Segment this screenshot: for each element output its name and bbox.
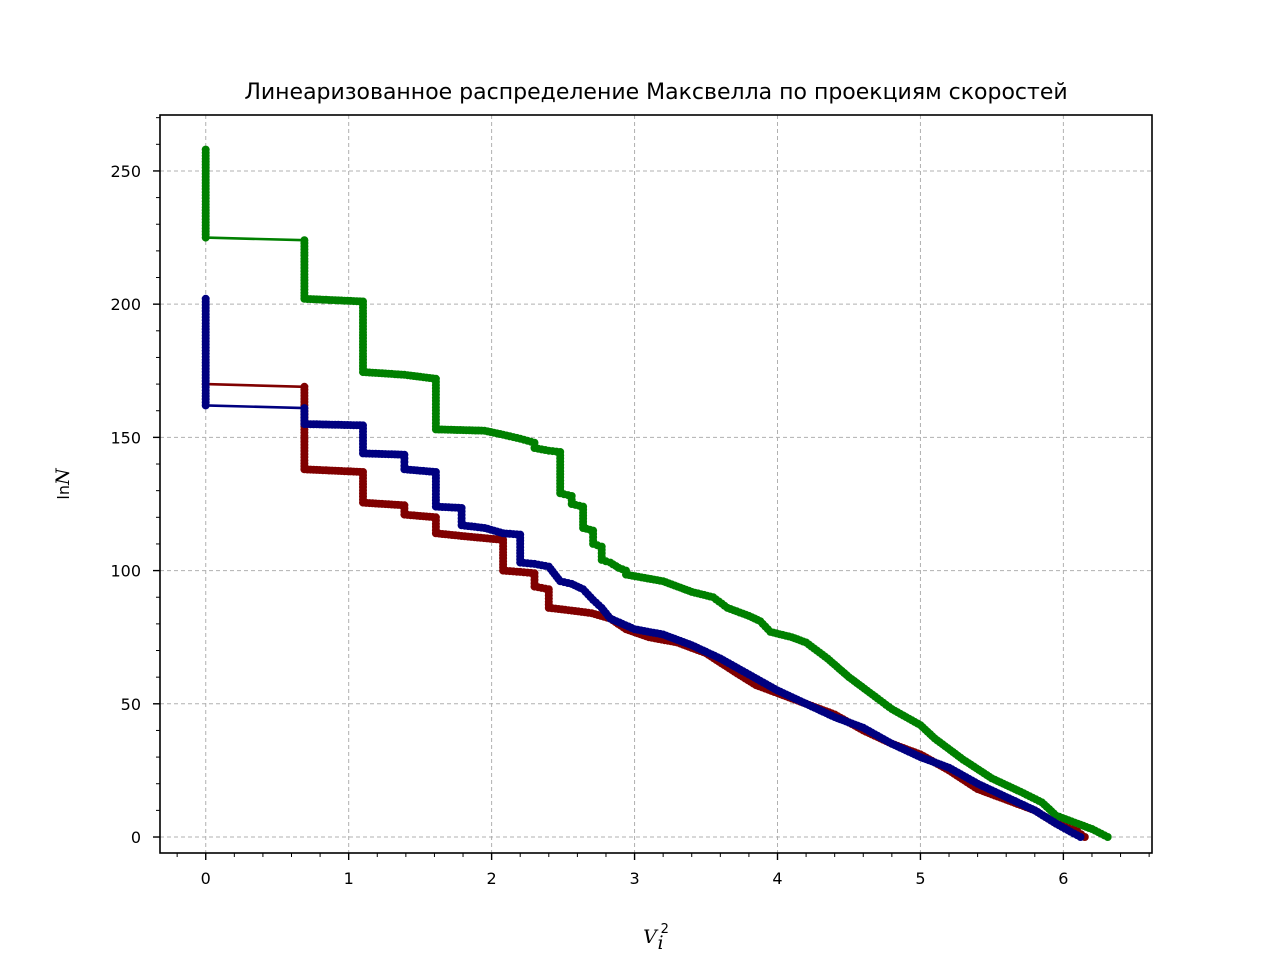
x-tick-label: 4 xyxy=(772,869,782,888)
x-tick-label: 0 xyxy=(201,869,211,888)
y-label-prefix: ln xyxy=(54,485,73,500)
series-group xyxy=(201,145,1112,841)
axis-ticks: 0 1 2 3 4 5 6 0 50 100 150 200 250 xyxy=(110,117,1150,888)
x-tick-label: 3 xyxy=(629,869,639,888)
x-tick-label: 5 xyxy=(915,869,925,888)
y-tick-label: 50 xyxy=(121,695,141,714)
data-point xyxy=(1076,833,1085,841)
y-tick-label: 150 xyxy=(110,428,141,447)
y-tick-label: 0 xyxy=(131,828,141,847)
x-label-subscript: i xyxy=(658,932,664,954)
y-label-variable: N xyxy=(52,467,74,486)
grid xyxy=(160,115,1152,853)
y-tick-label: 250 xyxy=(110,162,141,181)
x-label-superscript: 2 xyxy=(661,922,669,937)
x-tick-label: 1 xyxy=(344,869,354,888)
x-tick-label: 2 xyxy=(487,869,497,888)
y-tick-label: 200 xyxy=(110,295,141,314)
y-tick-label: 100 xyxy=(110,562,141,581)
series-1 xyxy=(201,145,1112,841)
series-3 xyxy=(201,294,1085,841)
y-axis-label: lnN xyxy=(52,467,74,500)
data-point xyxy=(201,401,210,410)
x-tick-label: 6 xyxy=(1058,869,1068,888)
chart-title: Линеаризованное распределение Максвелла … xyxy=(244,80,1067,105)
data-point xyxy=(201,233,210,242)
plot-frame xyxy=(159,114,1153,854)
x-label-base: V xyxy=(643,926,659,948)
data-point xyxy=(1103,833,1112,841)
x-axis-label: Vi2 xyxy=(643,922,669,954)
